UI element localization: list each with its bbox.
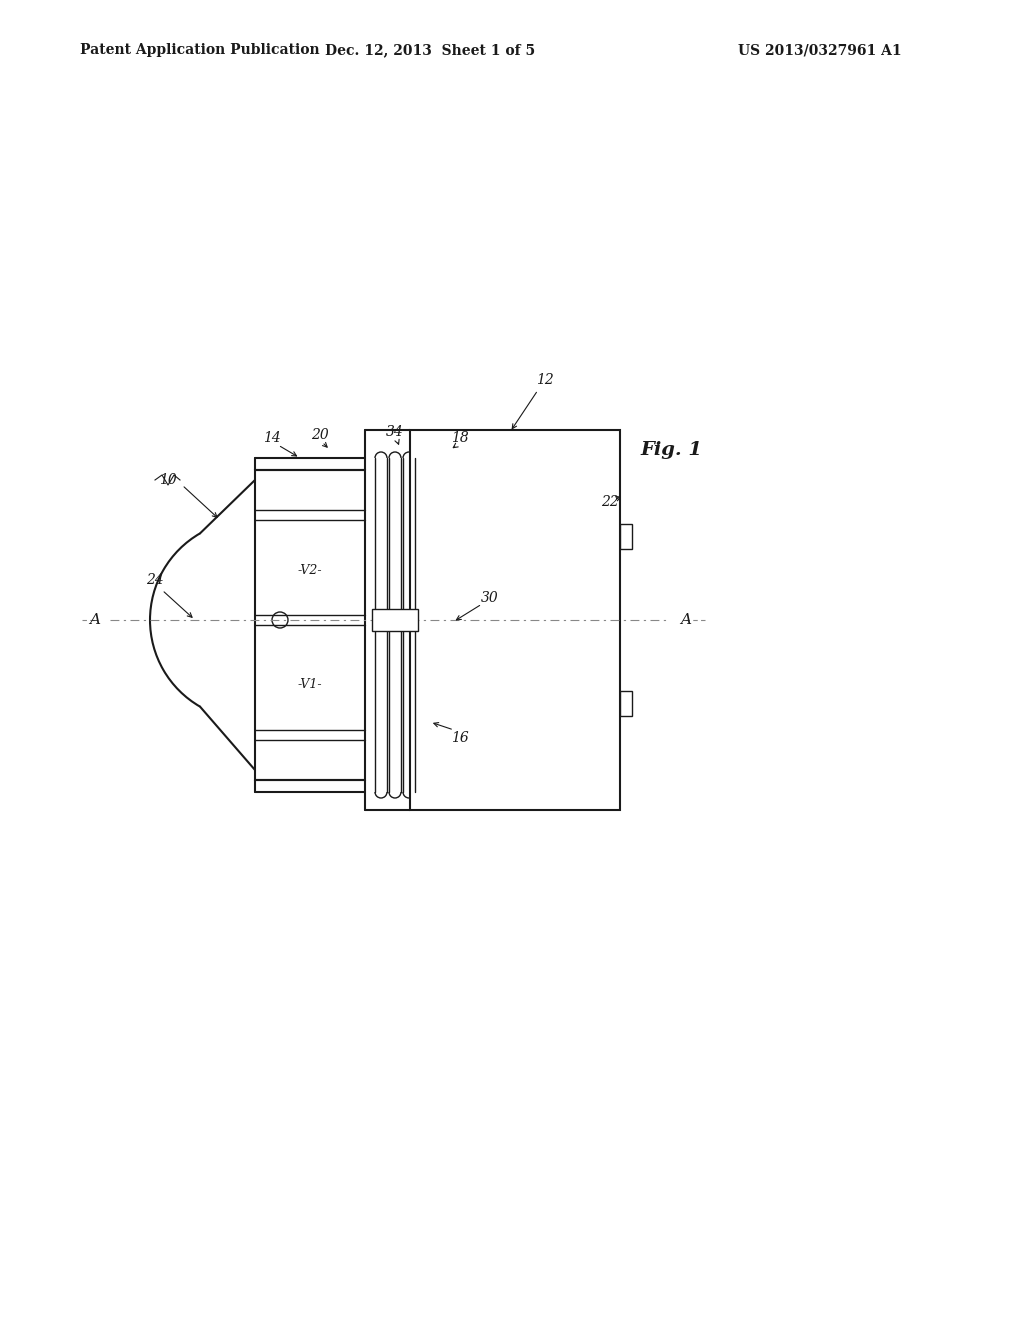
Text: 34: 34 [386, 425, 403, 440]
Text: 16: 16 [452, 731, 469, 744]
Text: Fig. 1: Fig. 1 [640, 441, 702, 459]
Text: 14: 14 [263, 432, 281, 445]
Bar [410, 430, 620, 810]
Text: 22: 22 [601, 495, 618, 510]
Text: 18: 18 [452, 432, 469, 445]
Bar [620, 524, 632, 549]
Text: 20: 20 [311, 428, 329, 442]
Text: -V2-: -V2- [298, 564, 323, 577]
Bar [372, 609, 418, 631]
Bar [255, 470, 365, 780]
Text: 30: 30 [481, 591, 499, 605]
Text: Dec. 12, 2013  Sheet 1 of 5: Dec. 12, 2013 Sheet 1 of 5 [325, 44, 536, 57]
Text: Patent Application Publication: Patent Application Publication [80, 44, 319, 57]
Text: A: A [680, 612, 691, 627]
Bar [620, 692, 632, 715]
Text: -V1-: -V1- [298, 678, 323, 692]
Text: 24: 24 [146, 573, 164, 587]
Text: US 2013/0327961 A1: US 2013/0327961 A1 [738, 44, 902, 57]
Text: 10: 10 [159, 473, 177, 487]
Text: A: A [89, 612, 100, 627]
Text: 12: 12 [537, 374, 554, 387]
